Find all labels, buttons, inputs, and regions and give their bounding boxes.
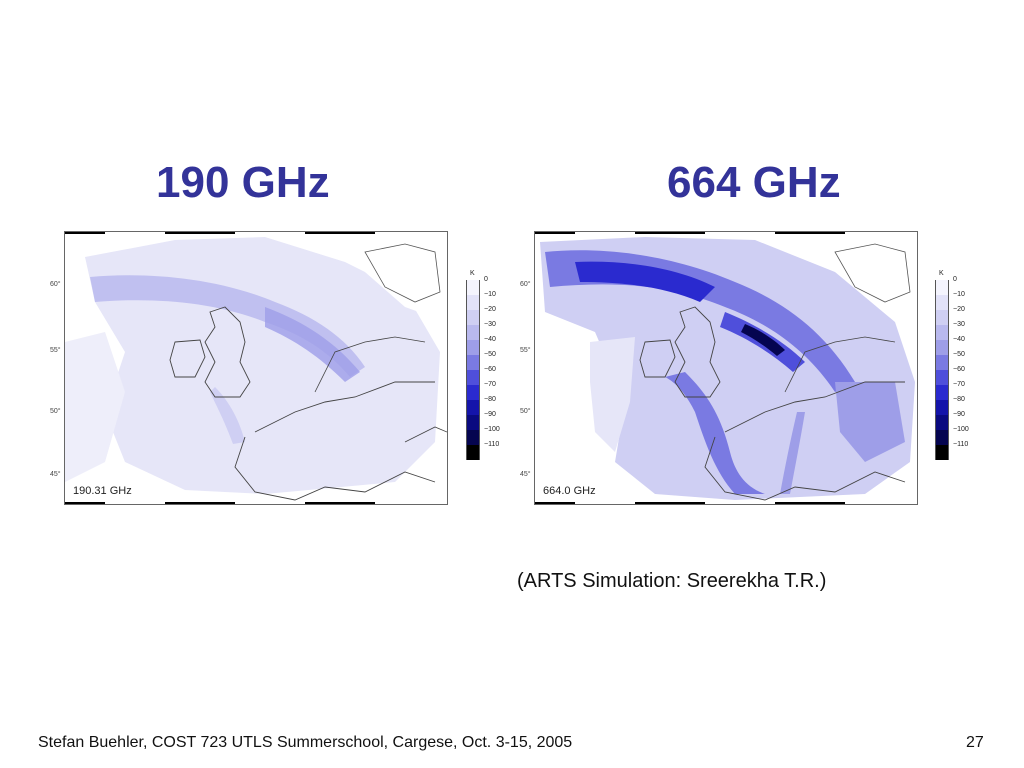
colorbar-swatch [466,355,480,370]
colorbar-tick-label: −40 [484,336,496,343]
colorbar-swatch [466,370,480,385]
colorbar-swatch [935,430,949,445]
map-panel-664ghz: 60° 55° 50° 45° [520,231,918,505]
lat-label: 60° [50,281,61,288]
colorbar-swatch [466,445,480,460]
colorbar-swatch [935,355,949,370]
colorbar-tick-label: −100 [953,426,969,433]
map-graphic [65,232,447,504]
map-frequency-label: 664.0 GHz [540,484,599,498]
colorbar-tick-label: −80 [953,396,965,403]
colorbar-tick-label: 0 [484,276,488,283]
colorbar-tick-label: −60 [953,366,965,373]
title-190ghz: 190 GHz [156,158,330,207]
title-664ghz: 664 GHz [667,158,841,207]
colorbar-swatch [935,340,949,355]
colorbar-swatch [466,295,480,310]
map-frequency-label: 190.31 GHz [70,484,135,498]
colorbar-swatch [466,400,480,415]
colorbar-swatch [935,280,949,295]
lat-label: 45° [520,471,531,478]
colorbar-swatch [466,325,480,340]
lat-label: 60° [520,281,531,288]
lat-label: 50° [50,408,61,415]
brightness-temperature-map-190ghz: 190.31 GHz [64,231,448,505]
colorbar-664ghz: K 0 −10 −20 −30 −40 −50 −60 −70 −80 −90 −100 −110 [935,270,975,460]
brightness-temperature-map-664ghz: 664.0 GHz [534,231,918,505]
colorbar-swatch [466,340,480,355]
colorbar-swatch [466,415,480,430]
colorbar-unit: K [939,270,944,277]
lat-label: 50° [520,408,531,415]
colorbar-swatch [935,325,949,340]
colorbar-swatch [935,415,949,430]
colorbar-tick-label: −110 [484,441,500,448]
colorbar-tick-label: 0 [953,276,957,283]
colorbar-tick-label: −90 [484,411,496,418]
colorbar-tick-label: −60 [484,366,496,373]
colorbar-swatch [935,400,949,415]
colorbar-swatch [935,445,949,460]
colorbar-tick-label: −20 [484,306,496,313]
colorbar-unit: K [470,270,475,277]
colorbar-swatch [935,295,949,310]
colorbar-swatch [935,385,949,400]
colorbar-tick-label: −70 [953,381,965,388]
colorbar-tick-label: −70 [484,381,496,388]
lat-label: 45° [50,471,61,478]
colorbar-swatch [935,310,949,325]
colorbar-swatch [935,370,949,385]
colorbar-190ghz: K 0 −10 −20 −30 −40 −50 −60 −70 −80 −90 −100 −110 [466,270,506,460]
map-graphic [535,232,917,504]
footer-text: Stefan Buehler, COST 723 UTLS Summerscho… [38,734,573,751]
simulation-credit: (ARTS Simulation: Sreerekha T.R.) [517,570,827,592]
colorbar-tick-label: −30 [953,321,965,328]
colorbar-swatch [466,430,480,445]
map-panel-190ghz: 60° 55° 50° 45° [50,231,448,505]
lat-label: 55° [50,347,61,354]
page-number: 27 [966,734,984,751]
colorbar-tick-label: −30 [484,321,496,328]
colorbar-tick-label: −50 [953,351,965,358]
colorbar-swatch [466,385,480,400]
colorbar-tick-label: −100 [484,426,500,433]
colorbar-swatch [466,280,480,295]
colorbar-tick-label: −40 [953,336,965,343]
colorbar-tick-label: −10 [953,291,965,298]
lat-label: 55° [520,347,531,354]
colorbar-tick-label: −80 [484,396,496,403]
colorbar-tick-label: −90 [953,411,965,418]
colorbar-tick-label: −50 [484,351,496,358]
colorbar-tick-label: −110 [953,441,969,448]
colorbar-tick-label: −10 [484,291,496,298]
colorbar-tick-label: −20 [953,306,965,313]
colorbar-swatch [466,310,480,325]
